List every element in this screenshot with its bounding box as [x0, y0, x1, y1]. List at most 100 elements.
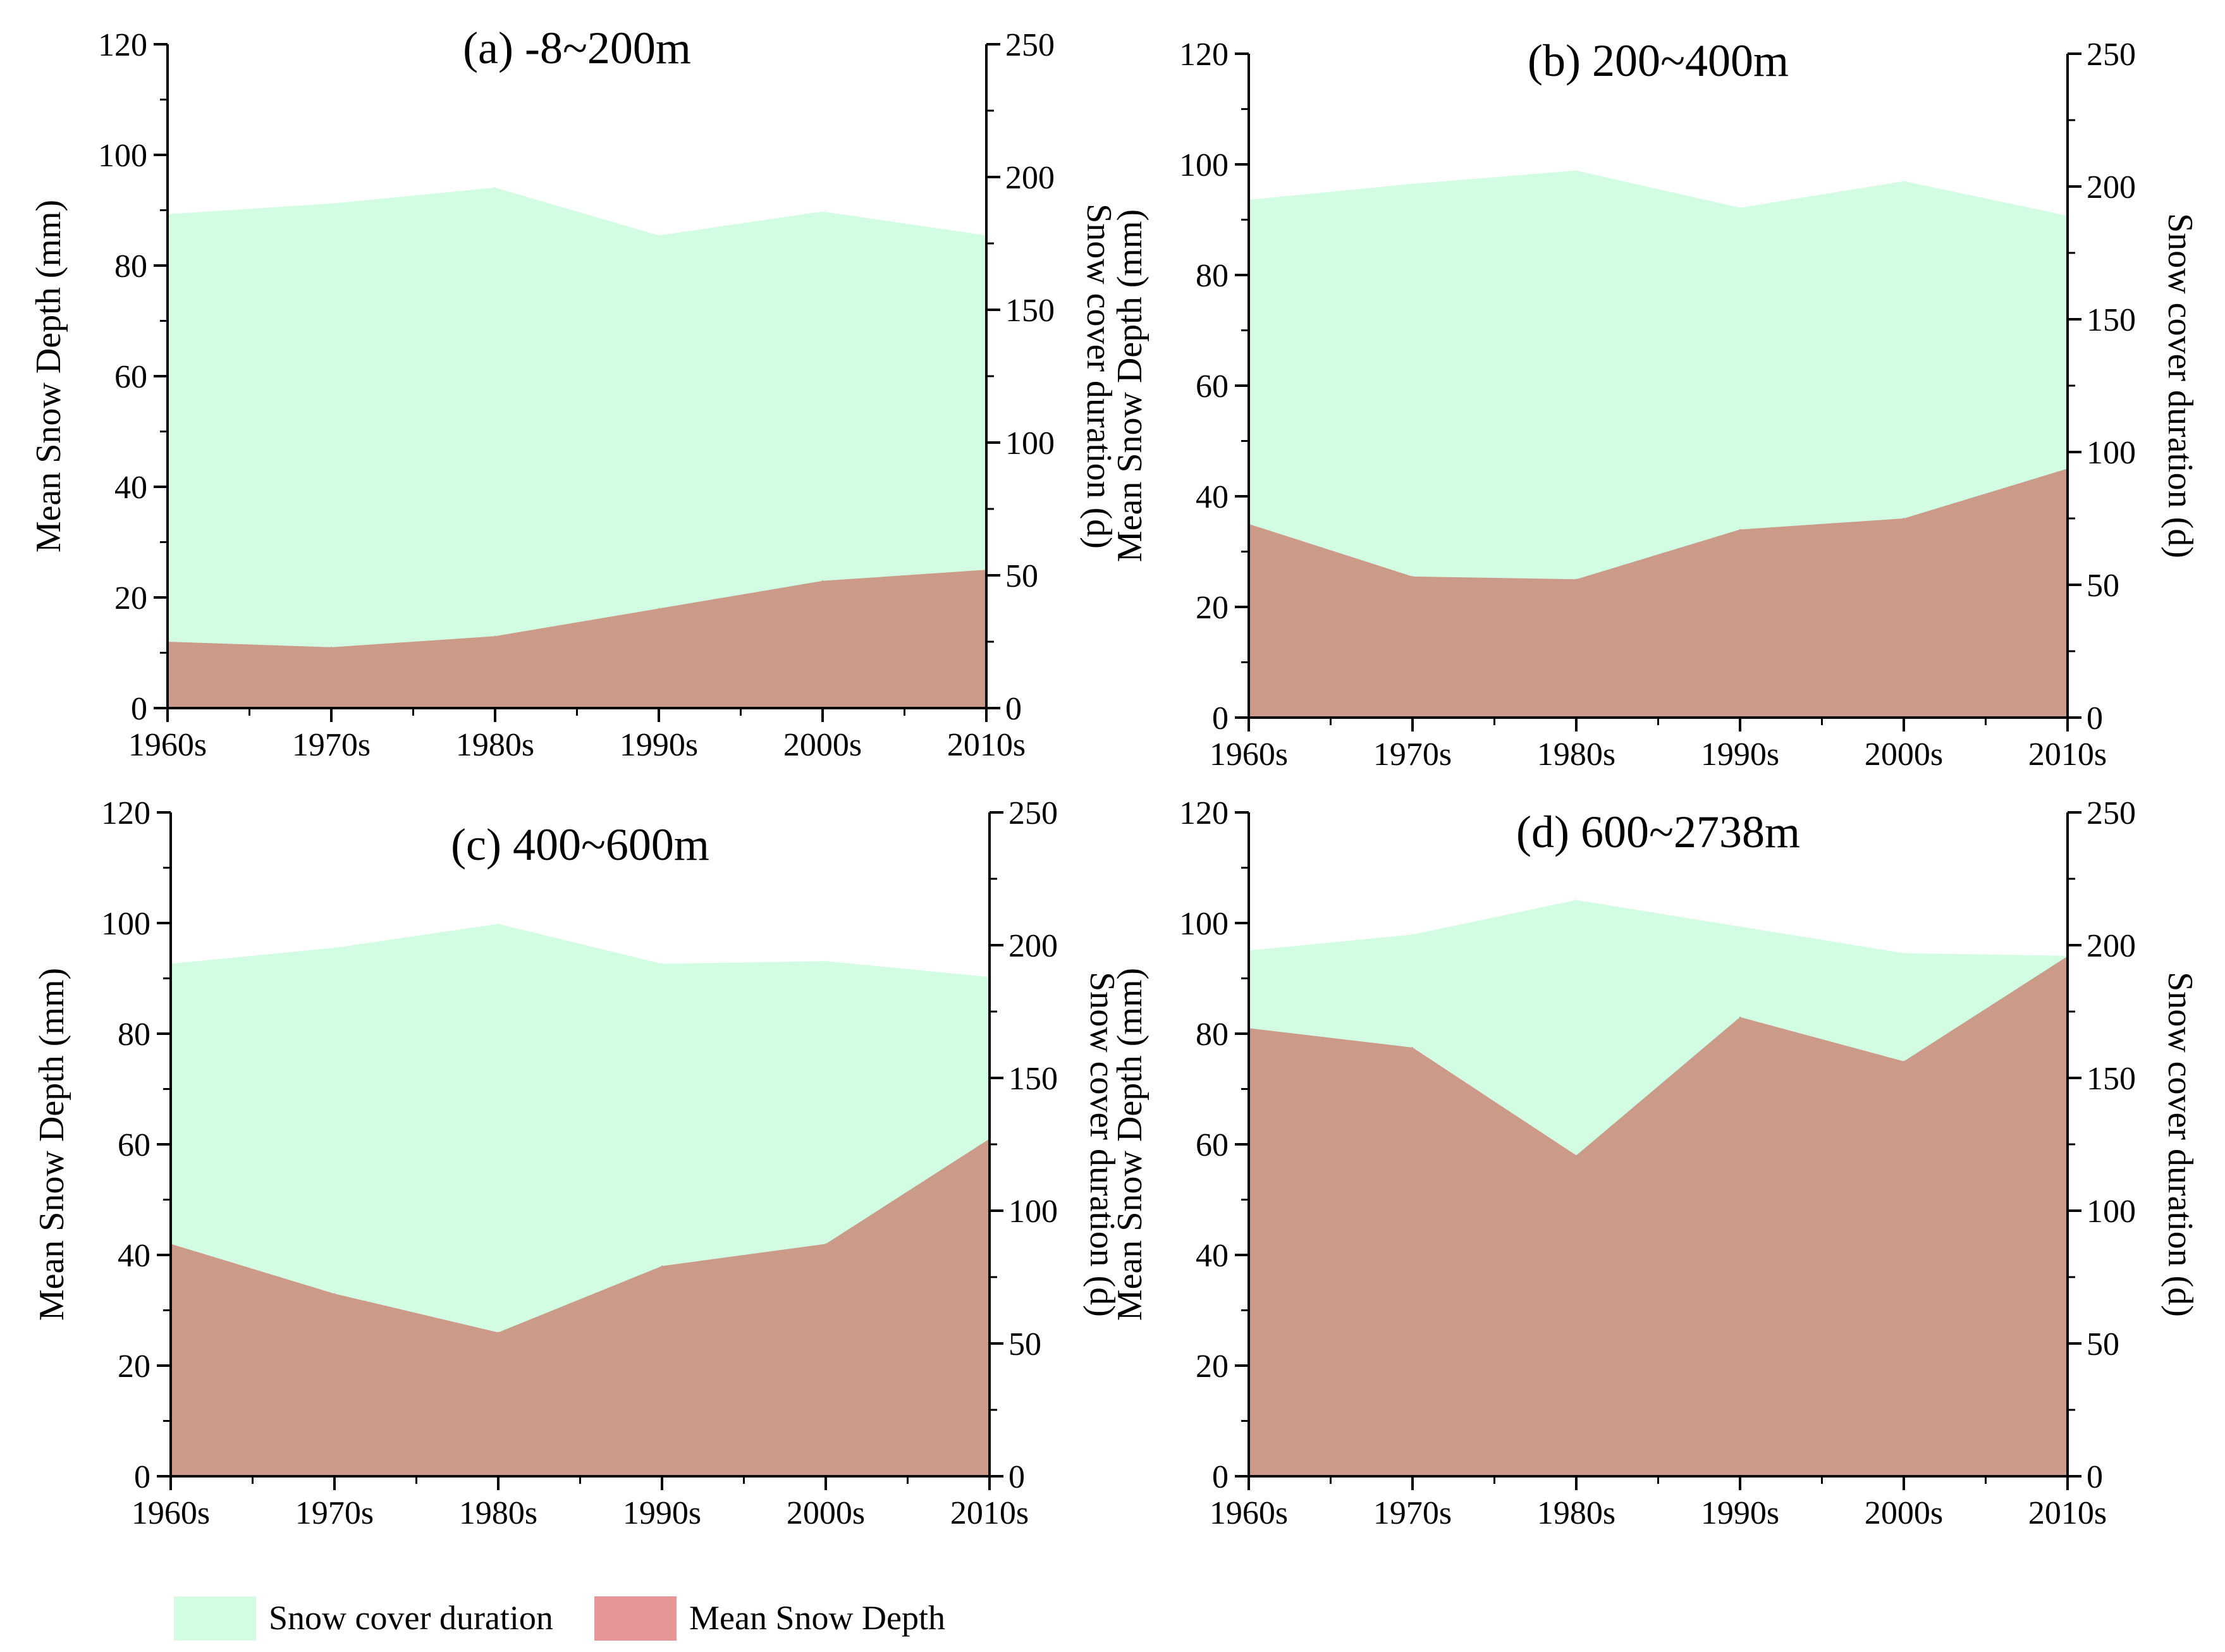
right-y-tick-label: 250: [2087, 37, 2136, 73]
snow-cover-duration-point: [498, 923, 499, 925]
right-y-tick-label: 150: [2087, 302, 2136, 338]
right-y-axis-label: Snow cover duration (d): [2161, 972, 2200, 1317]
x-tick-label: 1980s: [456, 727, 534, 763]
x-tick-label: 1990s: [620, 727, 698, 763]
snow-cover-duration-point: [1903, 952, 1904, 954]
left-y-tick-label: 60: [1196, 1127, 1229, 1163]
mean-snow-depth-point: [1903, 1060, 1904, 1062]
mean-snow-depth-point: [825, 1243, 826, 1245]
left-y-tick-label: 120: [1179, 37, 1229, 73]
right-y-tick-label: 150: [2087, 1061, 2136, 1097]
legend-label: Mean Snow Depth: [689, 1599, 945, 1637]
left-y-axis-label: Mean Snow Depth (mm): [1110, 968, 1149, 1321]
legend-swatch: [594, 1596, 677, 1641]
left-y-tick-label: 60: [118, 1127, 150, 1163]
legend-label: Snow cover duration: [269, 1599, 553, 1637]
left-y-tick-label: 0: [131, 691, 147, 727]
x-tick-label: 2010s: [947, 727, 1026, 763]
left-y-tick-label: 100: [101, 906, 150, 942]
left-y-tick-label: 40: [1196, 1238, 1229, 1274]
right-y-tick-label: 150: [1008, 1061, 1058, 1097]
mean-snow-depth-area: [1249, 956, 2068, 1476]
snow-cover-duration-point: [1576, 169, 1577, 171]
panel-title: (c) 400~600m: [451, 819, 709, 870]
left-y-tick-label: 120: [101, 795, 150, 831]
left-y-tick-label: 80: [1196, 1017, 1229, 1053]
legend-item: Mean Snow Depth: [594, 1596, 945, 1641]
right-y-tick-label: 0: [1008, 1459, 1025, 1495]
x-tick-label: 2010s: [2028, 737, 2107, 773]
right-y-tick-label: 0: [2087, 1459, 2103, 1495]
legend-swatch: [174, 1596, 256, 1641]
chart-panel: 0 20 40 60 80 100 120 0 50 100 150 200 250 1960s 1970s…: [1110, 35, 2200, 773]
right-y-tick-label: 0: [1005, 691, 1022, 727]
right-y-tick-label: 250: [1008, 795, 1058, 831]
x-tick-label: 2000s: [1865, 737, 1943, 773]
x-tick-label: 2010s: [950, 1495, 1029, 1531]
snow-cover-duration-point: [1576, 899, 1577, 901]
mean-snow-depth-point: [331, 646, 332, 648]
snow-cover-duration-point: [494, 187, 496, 188]
left-y-tick-label: 80: [118, 1017, 150, 1053]
x-tick-label: 2000s: [783, 727, 862, 763]
mean-snow-depth-area: [1249, 468, 2068, 718]
left-y-tick-label: 120: [98, 27, 147, 63]
x-tick-label: 1960s: [1210, 737, 1288, 773]
mean-snow-depth-point: [1739, 1016, 1741, 1018]
mean-snow-depth-area: [171, 1139, 990, 1476]
left-y-tick-label: 60: [114, 359, 147, 395]
left-y-tick-label: 20: [118, 1349, 150, 1385]
snow-cover-duration-point: [1412, 934, 1413, 936]
snow-cover-duration-point: [661, 963, 663, 965]
right-y-tick-label: 100: [1008, 1194, 1058, 1230]
mean-snow-depth-point: [1412, 1046, 1413, 1048]
left-y-tick-label: 20: [1196, 1349, 1229, 1385]
mean-snow-depth-point: [494, 635, 496, 637]
x-tick-label: 1990s: [623, 1495, 701, 1531]
right-y-tick-label: 250: [1005, 27, 1055, 63]
right-y-tick-label: 50: [2087, 568, 2119, 604]
left-y-tick-label: 40: [114, 470, 147, 506]
mean-snow-depth-point: [661, 1265, 663, 1267]
right-y-tick-label: 100: [2087, 1194, 2136, 1230]
mean-snow-depth-point: [1739, 529, 1741, 530]
right-y-tick-label: 200: [2087, 928, 2136, 964]
left-y-tick-label: 0: [1212, 701, 1229, 737]
snow-cover-duration-point: [658, 235, 659, 236]
right-y-tick-label: 50: [1008, 1326, 1041, 1362]
x-tick-label: 1970s: [1373, 1495, 1452, 1531]
x-tick-label: 2010s: [2028, 1495, 2107, 1531]
x-tick-label: 1960s: [128, 727, 207, 763]
chart-panel: 0 20 40 60 80 100 120 0 50 100 150 200 250 1960s 1970s…: [32, 795, 1122, 1531]
left-y-tick-label: 20: [114, 580, 147, 616]
x-tick-label: 1980s: [1537, 1495, 1615, 1531]
snow-cover-duration-point: [1739, 207, 1741, 209]
x-tick-label: 1980s: [459, 1495, 537, 1531]
x-tick-label: 1970s: [292, 727, 371, 763]
right-y-tick-label: 200: [1005, 160, 1055, 196]
x-tick-label: 1960s: [132, 1495, 210, 1531]
panel-title: (a) -8~200m: [463, 23, 691, 73]
right-y-tick-label: 150: [1005, 293, 1055, 329]
left-y-tick-label: 60: [1196, 369, 1229, 405]
mean-snow-depth-point: [822, 580, 823, 582]
right-y-tick-label: 0: [2087, 701, 2103, 737]
snow-cover-duration-point: [331, 203, 332, 204]
right-y-tick-label: 50: [1005, 558, 1038, 594]
right-y-tick-label: 200: [2087, 169, 2136, 205]
left-y-tick-label: 40: [118, 1238, 150, 1274]
left-y-tick-label: 0: [134, 1459, 150, 1495]
x-tick-label: 2000s: [1865, 1495, 1943, 1531]
x-tick-label: 2000s: [787, 1495, 865, 1531]
snow-cover-duration-point: [1903, 180, 1904, 182]
left-y-tick-label: 100: [98, 138, 147, 174]
chart-panel: 0 20 40 60 80 100 120 0 50 100 150 200 250 1960s 1970s…: [1110, 795, 2200, 1531]
left-y-tick-label: 80: [114, 248, 147, 285]
panel-title: (b) 200~400m: [1528, 35, 1789, 86]
right-y-axis-label: Snow cover duration (d): [1079, 204, 1119, 549]
left-y-axis-label: Mean Snow Depth (mm): [1110, 209, 1149, 562]
left-y-axis-label: Mean Snow Depth (mm): [32, 968, 71, 1321]
x-tick-label: 1970s: [295, 1495, 374, 1531]
right-y-tick-label: 100: [1005, 425, 1055, 462]
